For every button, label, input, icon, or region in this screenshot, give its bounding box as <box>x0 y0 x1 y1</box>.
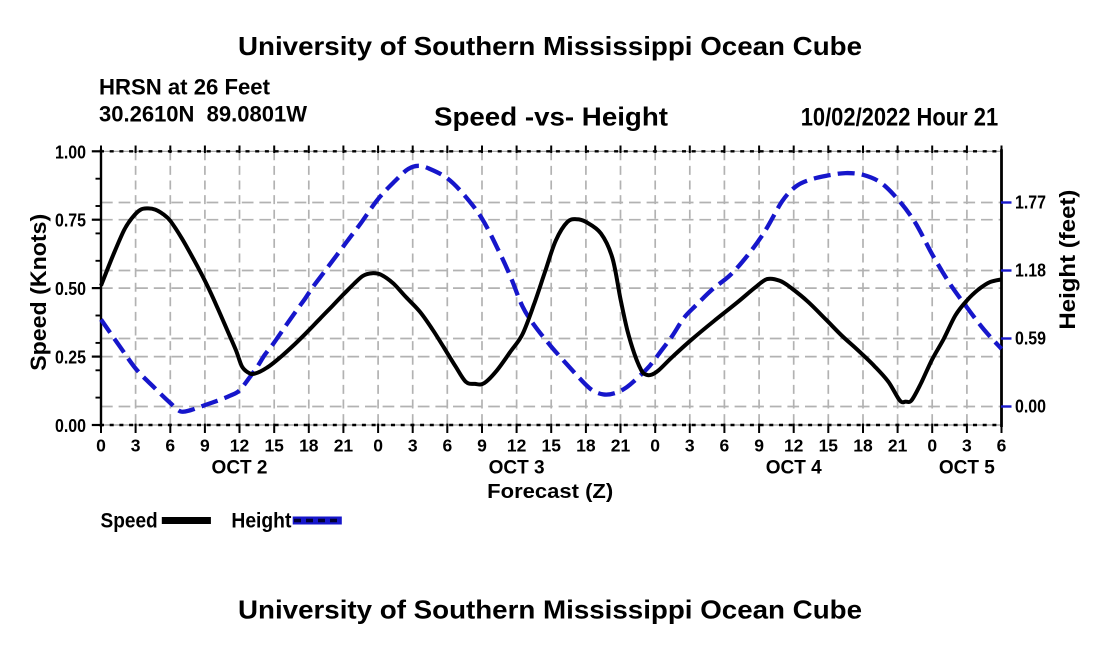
svg-text:OCT 2: OCT 2 <box>212 457 268 478</box>
svg-text:21: 21 <box>611 436 631 456</box>
svg-text:3: 3 <box>962 436 972 456</box>
svg-text:15: 15 <box>264 436 284 456</box>
svg-text:3: 3 <box>408 436 418 456</box>
svg-text:12: 12 <box>507 436 527 456</box>
svg-text:6: 6 <box>997 436 1007 456</box>
svg-text:0: 0 <box>927 436 937 456</box>
svg-text:HRSN at 26 Feet: HRSN at 26 Feet <box>99 75 271 100</box>
svg-text:1.18: 1.18 <box>1015 261 1046 281</box>
svg-text:9: 9 <box>477 436 487 456</box>
svg-text:0: 0 <box>373 436 383 456</box>
svg-text:21: 21 <box>334 436 354 456</box>
svg-text:0.75: 0.75 <box>55 211 86 231</box>
svg-text:3: 3 <box>685 436 695 456</box>
svg-text:Forecast (Z): Forecast (Z) <box>487 481 613 503</box>
svg-text:15: 15 <box>819 436 839 456</box>
svg-text:OCT 4: OCT 4 <box>766 457 822 478</box>
svg-text:21: 21 <box>888 436 908 456</box>
svg-text:OCT 3: OCT 3 <box>489 457 545 478</box>
svg-text:0.00: 0.00 <box>55 416 86 436</box>
svg-text:Speed -vs- Height: Speed -vs- Height <box>434 102 668 132</box>
svg-text:6: 6 <box>720 436 730 456</box>
svg-text:12: 12 <box>784 436 804 456</box>
svg-text:0: 0 <box>96 436 106 456</box>
svg-text:0.59: 0.59 <box>1015 329 1046 349</box>
svg-text:9: 9 <box>200 436 210 456</box>
svg-text:0.50: 0.50 <box>55 279 86 299</box>
svg-text:18: 18 <box>299 436 319 456</box>
svg-text:Height (feet): Height (feet) <box>1055 190 1080 330</box>
svg-text:18: 18 <box>576 436 596 456</box>
svg-text:18: 18 <box>853 436 873 456</box>
svg-text:12: 12 <box>230 436 250 456</box>
svg-text:Height: Height <box>231 509 291 532</box>
svg-text:9: 9 <box>754 436 764 456</box>
svg-text:0.00: 0.00 <box>1015 397 1046 417</box>
svg-text:3: 3 <box>131 436 141 456</box>
svg-text:6: 6 <box>165 436 175 456</box>
svg-text:OCT 5: OCT 5 <box>939 457 995 478</box>
svg-text:University of Southern Mississ: University of Southern Mississippi Ocean… <box>238 31 862 61</box>
svg-text:Speed (Knots): Speed (Knots) <box>26 214 51 371</box>
svg-text:0.25: 0.25 <box>55 348 86 368</box>
svg-text:6: 6 <box>442 436 452 456</box>
svg-text:Speed: Speed <box>101 509 158 532</box>
svg-text:0: 0 <box>650 436 660 456</box>
svg-text:University of Southern Mississ: University of Southern Mississippi Ocean… <box>238 595 862 625</box>
svg-text:30.2610N 89.0801W: 30.2610N 89.0801W <box>99 102 307 127</box>
svg-text:15: 15 <box>542 436 562 456</box>
svg-text:1.77: 1.77 <box>1015 193 1046 213</box>
svg-text:10/02/2022 Hour 21: 10/02/2022 Hour 21 <box>801 104 999 132</box>
svg-text:1.00: 1.00 <box>55 142 86 162</box>
